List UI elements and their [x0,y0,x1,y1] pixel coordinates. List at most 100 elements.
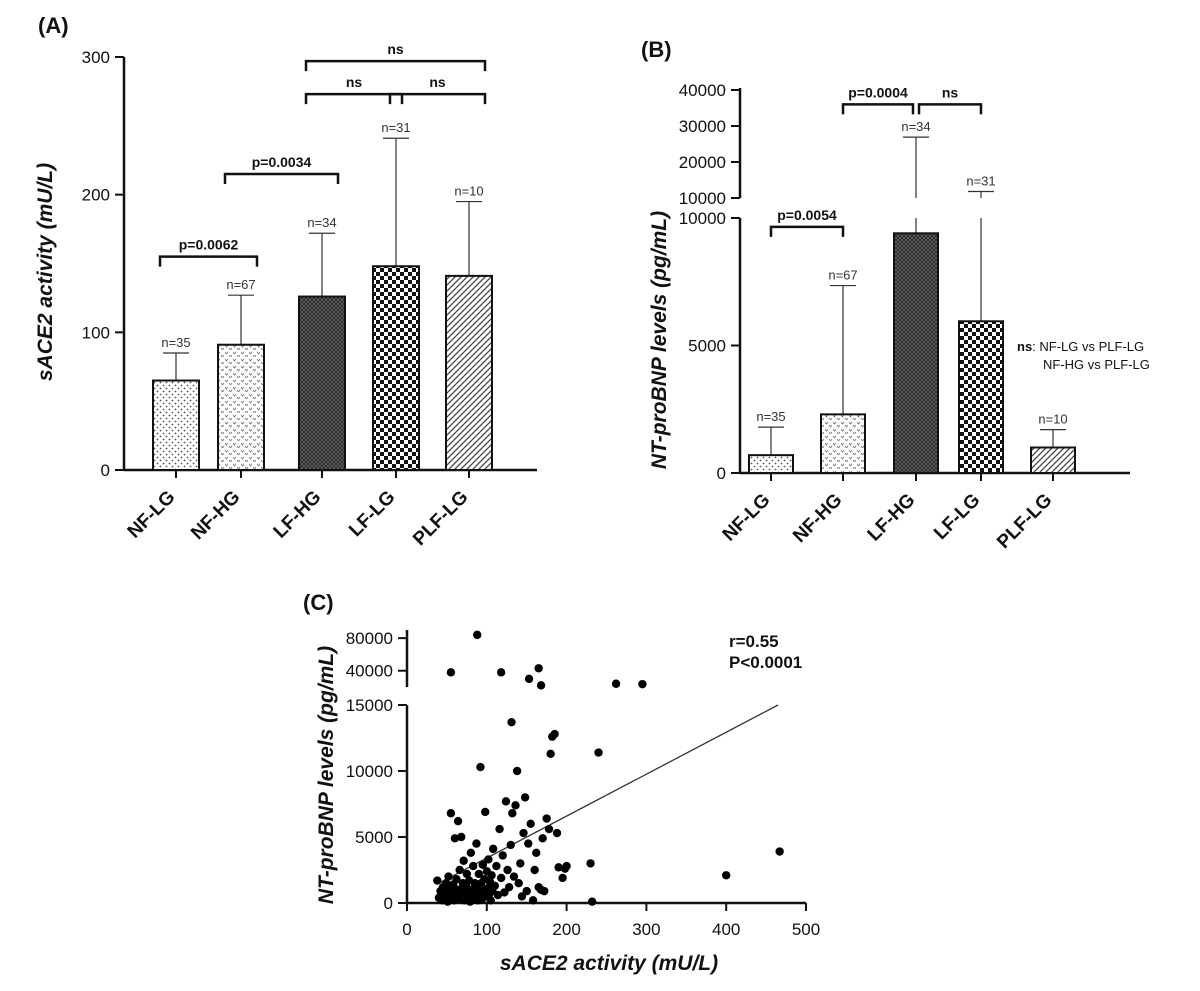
panel-b-comparison-label: ns [942,84,959,100]
panel-c-point [520,793,530,802]
panel-a-bar-nf-hg [217,343,265,471]
panel-c-point [474,869,484,879]
panel-c-point [446,668,456,677]
panel-c-x-tick-label: 200 [552,920,580,939]
panel-a-comparison-bracket [388,92,487,105]
panel-b-n-label: n=35 [756,409,785,424]
panel-c-point [511,801,520,810]
panel-b-bar-lf-lg [958,320,1004,474]
panel-a-bar-lf-hg [298,295,346,472]
panel-c-point [554,863,563,872]
panel-a-comparison-label: ns [429,74,446,90]
panel-b-bar-plf-lg [1030,446,1076,474]
panel-c-point [508,809,517,818]
panel-c-point [550,729,559,739]
panel-b-annotation-bold: ns [1017,339,1032,354]
panel-b-comparison-label: p=0.0004 [848,84,908,100]
panel-c-point [722,871,731,880]
panel-b-bar-nf-lg [748,454,794,474]
panel-a-category-label: NF-HG [187,487,244,544]
panel-a-category-label: LF-HG [270,487,326,543]
panel-a-category-label: NF-LG [124,487,180,543]
panel-c-point [524,839,533,848]
panel-c-point [562,861,571,871]
panel-c-x-tick-label: 500 [792,920,820,939]
panel-c-point [503,865,512,875]
panel-c-point [524,674,534,684]
panel-b-comparison-bracket [917,103,983,115]
panel-b-category-label: NF-LG [719,490,775,546]
panel-c-point [514,879,523,888]
panel-a-comparison-label: p=0.0034 [252,154,312,170]
panel-c-point [586,859,595,868]
panel-c-point [486,896,495,905]
panel-a-comparison-bracket [158,255,259,267]
panel-c-point [542,814,551,823]
panel-c-point [495,824,504,834]
panel-b-y-tick-label: 10000 [679,209,726,228]
panel-a-bar-plf-lg [445,274,493,472]
panel-c-point [469,861,478,871]
panel-c-label: (C) [303,590,334,615]
panel-a-y-tick-label: 300 [82,48,110,67]
panel-c-y-tick-label: 80000 [346,629,393,648]
panel-b-category-label: NF-HG [789,490,846,547]
panel-c-y-tick-label: 40000 [346,662,393,681]
panel-c-point [509,872,519,881]
panel-b-category-label: LF-LG [930,490,984,544]
panel-a-y-axis-label: sACE2 activity (mU/L) [34,163,57,381]
panel-b-category-label: LF-HG [864,490,920,546]
panel-a-n-label: n=10 [454,184,483,199]
panel-a-comparison-label: ns [346,74,363,90]
panel-c-point [638,679,647,689]
panel-c-point [540,886,549,896]
panel-c-point [484,855,493,864]
panel-c-x-tick-label: 300 [632,920,660,939]
panel-c-point [478,860,488,869]
panel-b-y-tick-label: 30000 [679,117,726,136]
panel-c-point [496,873,506,883]
panel-c: (C) NT-proBNP levels (pg/mL) sACE2 activ… [303,590,820,975]
panel-c-point [444,872,453,881]
panel-c-point [536,681,546,690]
panel-a-bar-nf-lg [152,379,200,471]
panel-c-point [506,840,515,850]
panel-c-point [526,819,535,828]
panel-a-comparison-label: ns [387,41,404,57]
panel-a-category-label: LF-LG [345,487,399,541]
panel-c-point [452,875,461,884]
panel-c-point [532,848,541,858]
panel-c-point [457,832,466,842]
panel-b-n-label: n=10 [1038,412,1067,427]
panel-c-point [775,847,784,856]
panel-b-y-tick-label: 0 [717,464,726,483]
panel-c-x-tick-label: 0 [402,920,411,939]
panel-c-point [433,876,442,885]
panel-c-point [552,828,562,838]
panel-c-point [462,869,472,879]
panel-c-point [544,824,554,834]
panel-c-point [516,859,525,868]
panel-b-annotation-line-2: NF-HG vs PLF-LG [1043,357,1150,372]
panel-a-comparison-bracket [304,59,487,72]
panel-c-point [446,809,456,818]
panel-a-category-label: PLF-LG [409,487,472,550]
panel-c-point [558,873,567,883]
panel-a-y-tick-label: 0 [101,461,110,480]
panel-c-point [496,668,506,677]
panel-c-point [522,886,531,896]
panel-c-point [546,749,555,759]
panel-c-point [530,865,539,875]
panel-a-label: (A) [38,13,69,38]
panel-b-comparison-label: p=0.0054 [777,207,837,223]
panel-b-n-label: n=67 [828,268,857,283]
panel-c-y-tick-label: 15000 [346,696,393,715]
panel-c-y-axis-label: NT-proBNP levels (pg/mL) [315,646,338,904]
panel-b-comparison-bracket [769,225,845,237]
panel-c-point [490,881,499,891]
panel-b-annotation-text: : NF-LG vs PLF-LG [1032,339,1144,354]
panel-b-annotation-line-1: ns: NF-LG vs PLF-LG [1017,339,1144,354]
panel-b-y-axis-label: NT-proBNP levels (pg/mL) [648,211,671,469]
panel-c-point [493,890,503,900]
panel-c-point [512,766,522,776]
